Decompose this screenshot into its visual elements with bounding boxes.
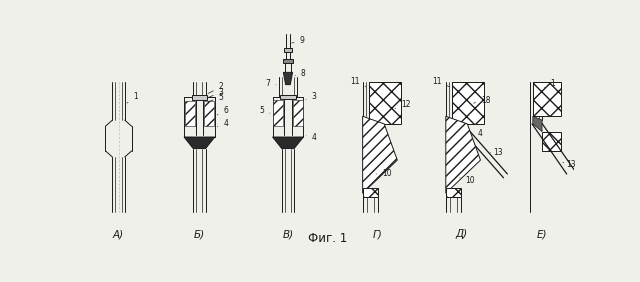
Bar	[284, 48, 292, 52]
Text: В): В)	[282, 229, 294, 239]
Text: 3: 3	[306, 92, 317, 102]
Polygon shape	[204, 101, 214, 126]
Text: 10: 10	[376, 169, 392, 179]
Text: Г): Г)	[373, 229, 383, 239]
Bar	[192, 95, 207, 100]
Polygon shape	[533, 81, 561, 116]
Text: А): А)	[113, 229, 124, 239]
Text: Е): Е)	[537, 229, 547, 239]
Bar	[446, 188, 461, 197]
Text: Фиг. 1: Фиг. 1	[308, 232, 348, 245]
Text: 2: 2	[208, 82, 223, 93]
Polygon shape	[284, 72, 292, 85]
Text: Б): Б)	[194, 229, 205, 239]
Polygon shape	[292, 100, 303, 126]
Polygon shape	[533, 116, 542, 132]
Text: 3: 3	[208, 88, 223, 98]
Text: 7: 7	[266, 79, 276, 88]
Text: 4: 4	[472, 129, 483, 138]
Polygon shape	[273, 137, 303, 149]
Polygon shape	[369, 81, 401, 124]
Text: 18: 18	[474, 96, 491, 105]
Polygon shape	[452, 81, 484, 124]
Polygon shape	[184, 137, 215, 149]
Bar	[284, 59, 292, 63]
Text: 1: 1	[545, 79, 556, 88]
Text: 8: 8	[295, 69, 306, 78]
Text: Д): Д)	[455, 229, 467, 239]
Polygon shape	[185, 101, 195, 126]
Text: 13: 13	[490, 148, 503, 157]
Text: 11: 11	[432, 77, 449, 87]
Bar	[280, 95, 296, 99]
Polygon shape	[542, 132, 561, 151]
Bar	[363, 188, 378, 197]
Polygon shape	[363, 116, 397, 193]
Text: 12: 12	[395, 100, 410, 109]
Text: 5: 5	[259, 106, 270, 115]
Text: 10: 10	[460, 176, 476, 185]
Polygon shape	[446, 116, 481, 193]
Text: 11: 11	[350, 77, 366, 87]
Text: 6: 6	[217, 105, 228, 115]
Text: 1: 1	[127, 92, 138, 103]
Text: 13: 13	[563, 160, 576, 169]
Text: 4: 4	[218, 119, 228, 128]
Text: 4: 4	[306, 133, 317, 142]
Text: 9: 9	[292, 36, 304, 45]
Polygon shape	[273, 100, 284, 126]
Text: 5: 5	[208, 93, 223, 102]
